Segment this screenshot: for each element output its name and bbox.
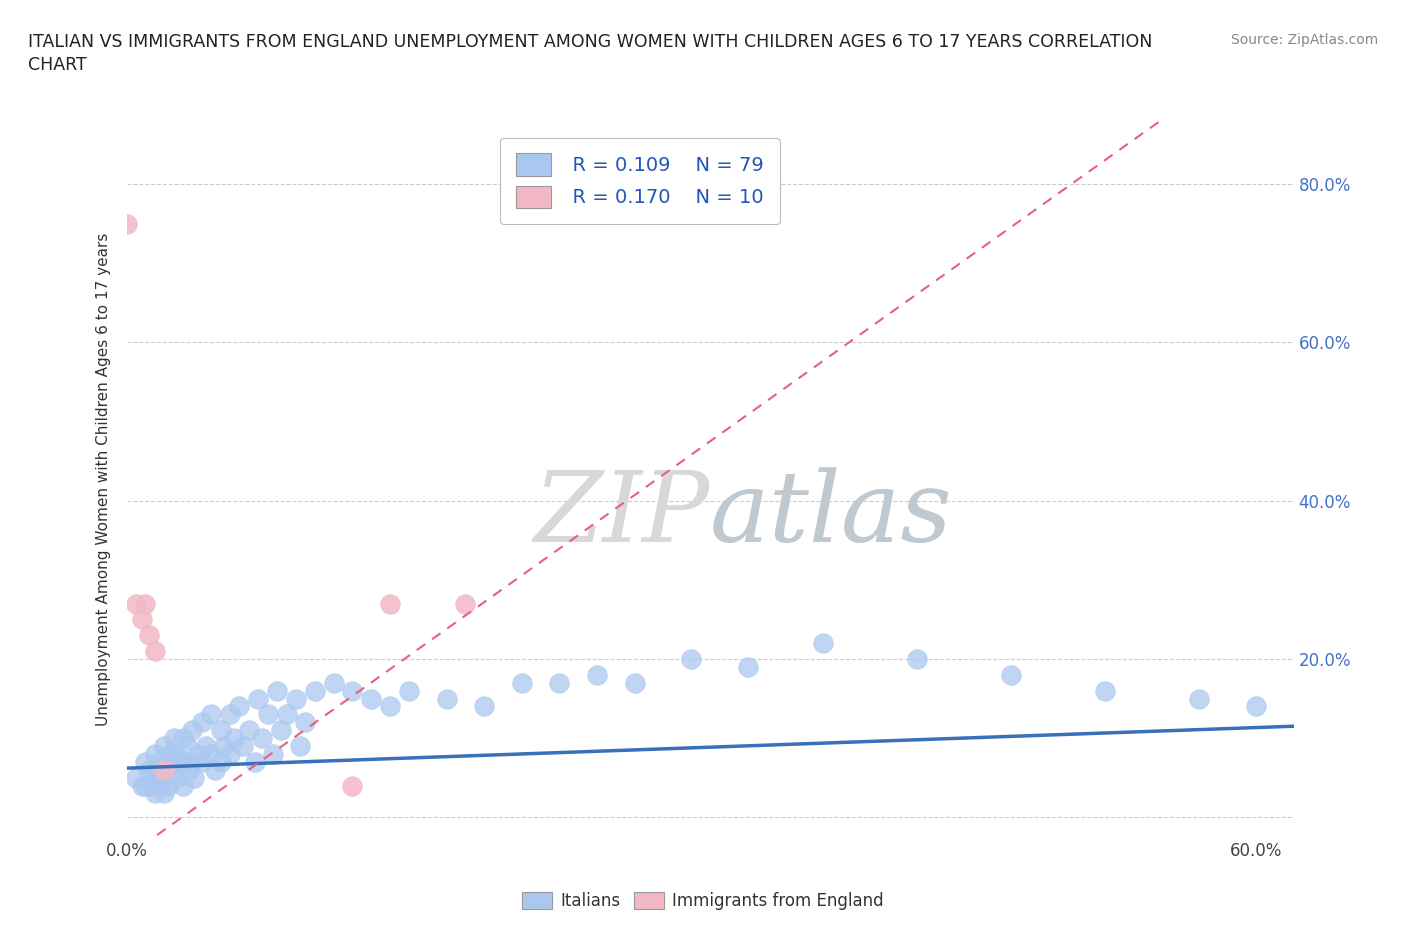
Point	[454, 596, 477, 611]
Point	[150, 770, 173, 785]
Point	[125, 770, 148, 785]
Point	[166, 770, 188, 785]
Text: atlas: atlas	[710, 467, 953, 563]
Point	[138, 628, 160, 643]
Legend: Italians, Immigrants from England: Italians, Immigrants from England	[516, 885, 890, 917]
Point	[250, 731, 273, 746]
Point	[125, 596, 148, 611]
Point	[472, 699, 495, 714]
Point	[134, 754, 156, 769]
Point	[153, 738, 176, 753]
Point	[294, 715, 316, 730]
Point	[288, 738, 311, 753]
Text: ITALIAN VS IMMIGRANTS FROM ENGLAND UNEMPLOYMENT AMONG WOMEN WITH CHILDREN AGES 6: ITALIAN VS IMMIGRANTS FROM ENGLAND UNEMP…	[28, 33, 1153, 50]
Point	[143, 786, 166, 801]
Point	[1188, 691, 1211, 706]
Point	[209, 754, 232, 769]
Point	[143, 770, 166, 785]
Point	[905, 652, 928, 667]
Point	[737, 659, 759, 674]
Point	[149, 778, 172, 793]
Point	[811, 636, 834, 651]
Y-axis label: Unemployment Among Women with Children Ages 6 to 17 years: Unemployment Among Women with Children A…	[96, 232, 111, 725]
Point	[153, 786, 176, 801]
Point	[222, 731, 245, 746]
Point	[623, 675, 645, 690]
Point	[1244, 699, 1267, 714]
Point	[270, 723, 292, 737]
Point	[238, 723, 260, 737]
Point	[247, 691, 270, 706]
Point	[115, 217, 138, 232]
Point	[200, 707, 222, 722]
Point	[181, 754, 204, 769]
Point	[194, 738, 217, 753]
Point	[262, 747, 284, 762]
Point	[219, 747, 242, 762]
Point	[159, 747, 181, 762]
Point	[228, 699, 250, 714]
Point	[177, 763, 200, 777]
Point	[172, 754, 194, 769]
Point	[149, 754, 172, 769]
Point	[219, 707, 242, 722]
Point	[586, 668, 609, 683]
Point	[156, 778, 179, 793]
Point	[191, 754, 214, 769]
Point	[191, 715, 214, 730]
Point	[134, 778, 156, 793]
Point	[181, 723, 204, 737]
Point	[1000, 668, 1022, 683]
Text: ZIP: ZIP	[534, 467, 710, 563]
Text: CHART: CHART	[28, 56, 87, 73]
Point	[204, 763, 226, 777]
Point	[187, 747, 209, 762]
Point	[172, 778, 194, 793]
Point	[378, 596, 401, 611]
Point	[162, 763, 184, 777]
Point	[156, 754, 179, 769]
Point	[360, 691, 382, 706]
Point	[131, 612, 153, 627]
Point	[232, 738, 254, 753]
Point	[304, 684, 326, 698]
Point	[153, 763, 176, 777]
Point	[139, 778, 162, 793]
Point	[153, 763, 176, 777]
Point	[165, 747, 187, 762]
Point	[322, 675, 344, 690]
Point	[342, 684, 364, 698]
Point	[276, 707, 298, 722]
Point	[266, 684, 288, 698]
Point	[143, 747, 166, 762]
Point	[183, 770, 205, 785]
Point	[209, 723, 232, 737]
Text: Source: ZipAtlas.com: Source: ZipAtlas.com	[1230, 33, 1378, 46]
Point	[1094, 684, 1116, 698]
Point	[548, 675, 571, 690]
Point	[162, 731, 184, 746]
Point	[134, 596, 156, 611]
Point	[138, 763, 160, 777]
Point	[256, 707, 278, 722]
Point	[342, 778, 364, 793]
Point	[436, 691, 458, 706]
Point	[145, 763, 167, 777]
Point	[398, 684, 420, 698]
Point	[214, 738, 236, 753]
Point	[284, 691, 307, 706]
Point	[176, 738, 198, 753]
Point	[681, 652, 703, 667]
Point	[378, 699, 401, 714]
Point	[143, 644, 166, 658]
Point	[172, 731, 194, 746]
Point	[243, 754, 266, 769]
Point	[131, 778, 153, 793]
Point	[167, 754, 190, 769]
Legend:   R = 0.109    N = 79,   R = 0.170    N = 10: R = 0.109 N = 79, R = 0.170 N = 10	[501, 138, 780, 223]
Point	[200, 747, 222, 762]
Point	[510, 675, 533, 690]
